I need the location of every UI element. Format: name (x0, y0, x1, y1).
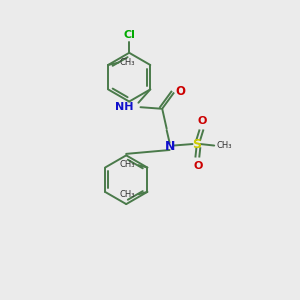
Text: CH₃: CH₃ (217, 141, 232, 150)
Text: O: O (176, 85, 186, 98)
Text: N: N (164, 140, 175, 153)
Text: O: O (193, 161, 203, 171)
Text: S: S (192, 138, 201, 151)
Text: CH₃: CH₃ (119, 190, 135, 200)
Text: Cl: Cl (123, 30, 135, 40)
Text: NH: NH (116, 102, 134, 112)
Text: CH₃: CH₃ (120, 58, 136, 67)
Text: CH₃: CH₃ (119, 160, 135, 169)
Text: O: O (197, 116, 206, 126)
